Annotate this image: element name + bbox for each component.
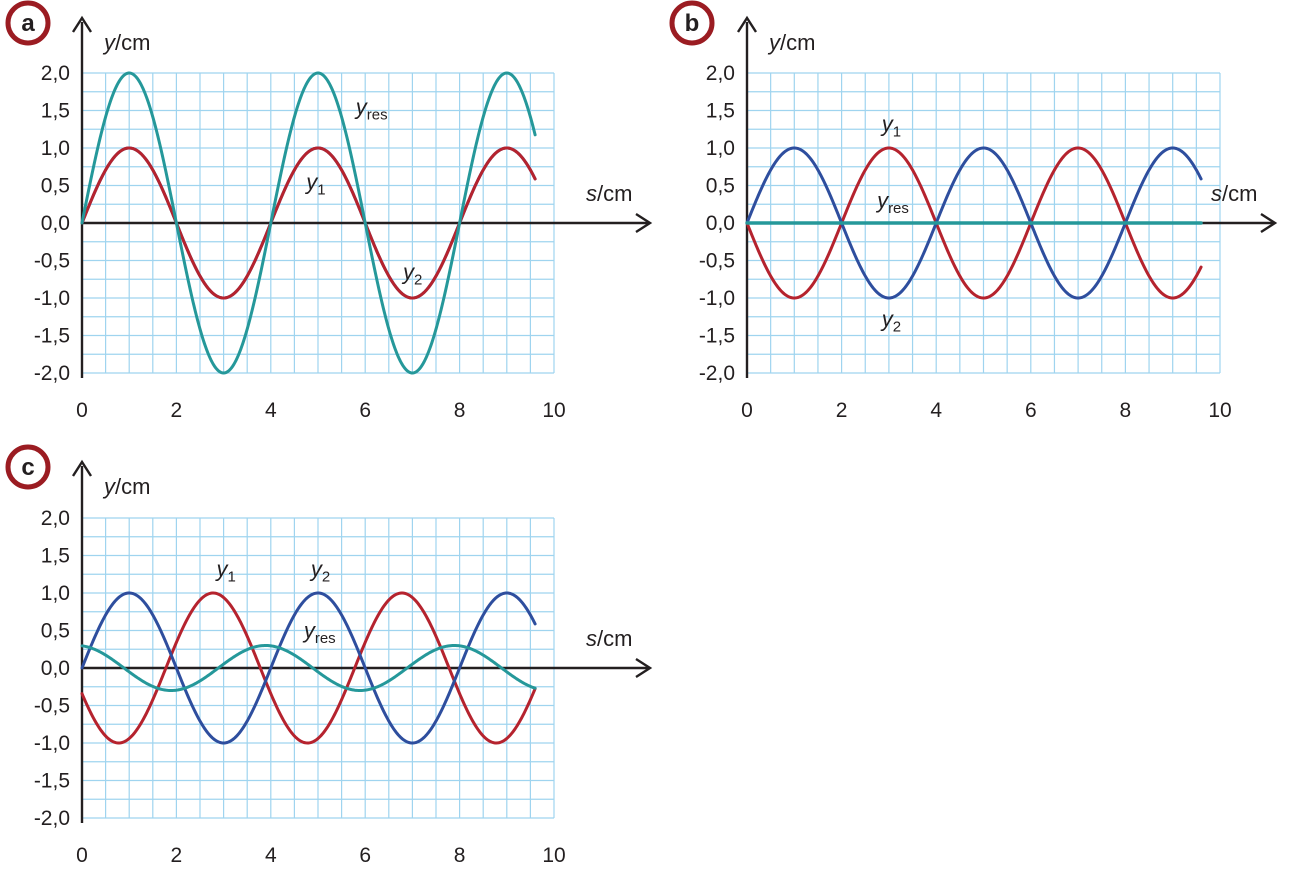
x-tick-label: 8 — [454, 844, 466, 867]
panel-badge-c: c — [5, 444, 51, 490]
y-tick-label: -2,0 — [34, 362, 70, 385]
y-tick-label: -1,0 — [34, 732, 70, 755]
y-tick-label: 1,5 — [41, 100, 70, 123]
y-tick-label: -1,5 — [34, 770, 70, 793]
y-tick-label: -0,5 — [34, 695, 70, 718]
x-tick-label: 4 — [930, 399, 942, 422]
x-tick-label: 8 — [1120, 399, 1132, 422]
badge-letter: a — [21, 10, 35, 37]
y-tick-label: -1,0 — [34, 287, 70, 310]
y-tick-label: 2,0 — [41, 507, 70, 530]
y-tick-label: -0,5 — [34, 250, 70, 273]
curve-label-y1: y1 — [304, 169, 325, 198]
x-tick-label: 10 — [1208, 399, 1231, 422]
curve-label-y1: y1 — [215, 557, 236, 586]
x-tick-label: 2 — [171, 399, 183, 422]
y-tick-label: 0,0 — [41, 657, 70, 680]
badge-ring — [669, 0, 715, 46]
y-axis-arrow — [71, 459, 93, 477]
y-tick-label: 0,0 — [706, 212, 735, 235]
x-axis-label: s/cm — [586, 626, 632, 651]
x-axis-label: s/cm — [586, 181, 632, 206]
badge-letter: c — [21, 454, 34, 481]
y-axis-arrow — [736, 15, 758, 33]
series-y2-line — [80, 591, 537, 745]
y-tick-label: 1,0 — [706, 137, 735, 160]
y-tick-label: 0,5 — [706, 175, 735, 198]
x-tick-label: 4 — [265, 844, 277, 867]
y-axis-label: y/cm — [767, 30, 815, 55]
y-tick-label: 1,0 — [41, 582, 70, 605]
y-tick-label: 0,5 — [41, 175, 70, 198]
y-tick-label: 0,5 — [41, 620, 70, 643]
x-axis-arrow — [1260, 212, 1278, 234]
curve-label-y2: y2 — [309, 557, 330, 586]
y-axis-arrow — [71, 15, 93, 33]
badge-ring — [5, 444, 51, 490]
y-tick-label: -2,0 — [34, 807, 70, 830]
y-tick-label: -1,0 — [699, 287, 735, 310]
x-tick-label: 0 — [76, 399, 88, 422]
curve-label-y2: y2 — [880, 307, 901, 336]
y-tick-label: 1,5 — [706, 100, 735, 123]
y-tick-label: 1,5 — [41, 545, 70, 568]
panel-b: 2,0 1,5 1,0 0,5 0,0 -0,5 -1,0 -1,5 -2,0 0 2 4 6 8 10 y/… — [669, 0, 1278, 422]
grid — [81, 517, 555, 819]
panel-badge-a: a — [5, 0, 51, 46]
y-tick-label: -1,5 — [34, 325, 70, 348]
y-tick-label: -2,0 — [699, 362, 735, 385]
y-tick-label: 2,0 — [706, 62, 735, 85]
series-yres-line — [80, 71, 537, 375]
x-tick-label: 10 — [542, 844, 565, 867]
panel-c: 2,0 1,5 1,0 0,5 0,0 -0,5 -1,0 -1,5 -2,0 0 2 4 6 8 10 y/… — [5, 444, 653, 867]
x-axis-label: s/cm — [1211, 181, 1257, 206]
curve-label-yres: yres — [875, 188, 909, 217]
x-tick-label: 10 — [542, 399, 565, 422]
x-tick-label: 2 — [171, 844, 183, 867]
panel-a: 2,0 1,5 1,0 0,5 0,0 -0,5 -1,0 -1,5 -2,0 0 2 4 6 8 10 y/… — [5, 0, 653, 422]
x-tick-label: 2 — [836, 399, 848, 422]
panel-badge-b: b — [669, 0, 715, 46]
y-tick-label: -1,5 — [699, 325, 735, 348]
x-tick-label: 4 — [265, 399, 277, 422]
x-axis-arrow — [635, 212, 653, 234]
badge-letter: b — [685, 10, 700, 37]
y-tick-label: -0,5 — [699, 250, 735, 273]
curve-label-yres: yres — [302, 618, 336, 647]
x-tick-label: 6 — [359, 399, 371, 422]
y-tick-label: 2,0 — [41, 62, 70, 85]
x-tick-label: 6 — [359, 844, 371, 867]
x-tick-label: 6 — [1025, 399, 1037, 422]
x-tick-label: 0 — [741, 399, 753, 422]
x-tick-label: 0 — [76, 844, 88, 867]
y-tick-label: 1,0 — [41, 137, 70, 160]
badge-ring — [5, 0, 51, 46]
x-axis-arrow — [635, 657, 653, 679]
y-axis-label: y/cm — [102, 474, 150, 499]
y-axis-label: y/cm — [102, 30, 150, 55]
series-yres-line — [80, 643, 537, 693]
y-tick-label: 0,0 — [41, 212, 70, 235]
x-tick-label: 8 — [454, 399, 466, 422]
curve-label-y2: y2 — [401, 259, 422, 288]
curve-label-y1: y1 — [880, 112, 901, 141]
curve-label-yres: yres — [354, 94, 388, 123]
